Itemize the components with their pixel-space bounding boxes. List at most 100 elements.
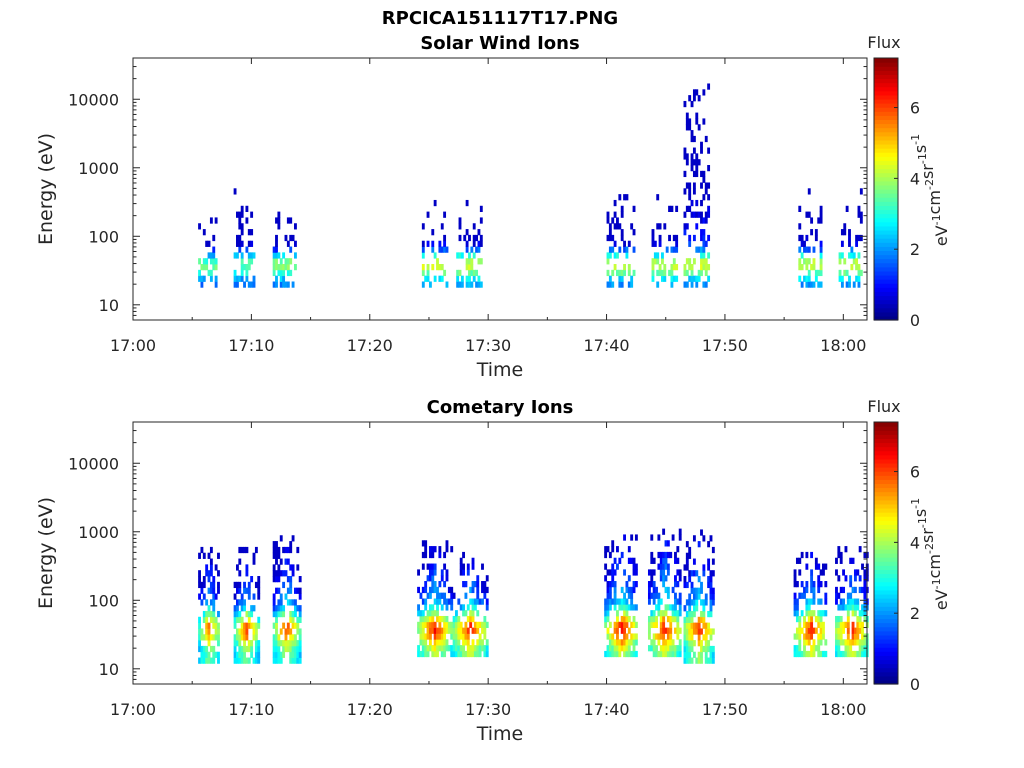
heatmap-cell (275, 281, 278, 288)
heatmap-cell (844, 650, 848, 658)
heatmap-cell (647, 627, 651, 634)
heatmap-cell (655, 633, 658, 640)
heatmap-cell (209, 558, 213, 565)
heatmap-cell (426, 633, 430, 640)
heatmap-cell (254, 651, 258, 658)
colorbar-swatch (874, 139, 898, 145)
heatmap-cell (419, 633, 423, 640)
heatmap-cell (683, 640, 687, 647)
heatmap-cell (702, 610, 706, 618)
colorbar-swatch (874, 532, 898, 538)
heatmap-cell (812, 627, 816, 634)
heatmap-cell (670, 281, 674, 288)
heatmap-cell (236, 634, 239, 641)
heatmap-cell (611, 246, 615, 253)
heatmap-cell (240, 223, 244, 230)
heatmap-cell (460, 275, 464, 282)
heatmap-cell (700, 599, 703, 606)
heatmap-cell (431, 615, 435, 623)
heatmap-cell (671, 604, 675, 611)
heatmap-cell (700, 246, 703, 253)
heatmap-cell (817, 563, 821, 570)
heatmap-cell (852, 281, 856, 288)
heatmap-cell (652, 598, 656, 605)
heatmap-cell (608, 281, 612, 288)
heatmap-cell (464, 633, 468, 640)
heatmap-cell (485, 621, 489, 629)
heatmap-cell (466, 639, 470, 646)
heatmap-cell (842, 569, 846, 576)
heatmap-cell (291, 610, 295, 618)
heatmap-cell (438, 633, 442, 640)
heatmap-cell (685, 564, 689, 571)
heatmap-cell (233, 634, 237, 641)
heatmap-cell (800, 592, 804, 599)
heatmap-cell (289, 234, 293, 242)
heatmap-cell (464, 627, 468, 634)
heatmap-cell (245, 275, 249, 282)
heatmap-cell (200, 581, 204, 589)
heatmap-cell (798, 569, 802, 576)
heatmap-cell (623, 194, 626, 201)
colorbar-swatch (874, 487, 898, 493)
heatmap-cell (807, 211, 811, 218)
heatmap-cell (685, 541, 689, 548)
heatmap-cell (279, 264, 283, 271)
heatmap-cell (440, 592, 444, 599)
heatmap-cell (460, 281, 464, 288)
heatmap-cell (674, 581, 677, 588)
heatmap-cell (688, 616, 692, 623)
heatmap-cell (294, 657, 297, 664)
heatmap-cell (282, 610, 286, 618)
colorbar-swatch (874, 606, 898, 611)
heatmap-cell (665, 246, 669, 253)
heatmap-cell (277, 211, 281, 218)
heatmap-cell (298, 628, 302, 635)
heatmap-cell (697, 159, 701, 166)
heatmap-cell (812, 639, 816, 646)
heatmap-cell (279, 570, 283, 577)
colorbar-swatch (874, 270, 898, 276)
heatmap-cell (630, 650, 634, 658)
colorbar-swatch (874, 123, 898, 129)
heatmap-cell (688, 205, 692, 212)
colorbar-swatch (874, 209, 898, 215)
heatmap-cell (431, 240, 435, 247)
heatmap-cell (853, 604, 857, 611)
heatmap-cell (291, 599, 295, 606)
heatmap-cell (700, 651, 703, 658)
heatmap-cell (817, 269, 821, 277)
colorbar-swatch (874, 491, 898, 497)
heatmap-cell (212, 657, 216, 664)
heatmap-cell (695, 211, 699, 218)
colorbar-swatch (874, 205, 898, 211)
heatmap-cell (282, 264, 286, 271)
heatmap-cell (426, 610, 430, 617)
heatmap-cell (608, 581, 612, 588)
heatmap-cell (243, 657, 246, 664)
heatmap-cell (692, 275, 696, 282)
heatmap-cell (618, 645, 622, 652)
heatmap-cell (471, 615, 475, 623)
heatmap-cell (688, 552, 692, 559)
x-tick-label: 17:40 (583, 700, 629, 719)
heatmap-cell (275, 610, 278, 618)
heatmap-cell (433, 610, 437, 617)
heatmap-cell (685, 657, 689, 664)
heatmap-cell (690, 570, 694, 577)
heatmap-cell (478, 645, 482, 652)
heatmap-cell (685, 558, 689, 565)
heatmap-cell (700, 170, 703, 178)
heatmap-cell (685, 118, 689, 125)
heatmap-cell (616, 546, 619, 553)
colorbar-swatch (874, 585, 898, 591)
heatmap-cell (465, 258, 469, 265)
heatmap-cell (424, 581, 428, 588)
heatmap-cell (207, 657, 211, 664)
heatmap-cell (620, 621, 624, 629)
heatmap-cell (861, 633, 864, 640)
heatmap-cell (805, 264, 809, 271)
heatmap-cell (685, 281, 689, 288)
heatmap-cell (803, 275, 806, 282)
